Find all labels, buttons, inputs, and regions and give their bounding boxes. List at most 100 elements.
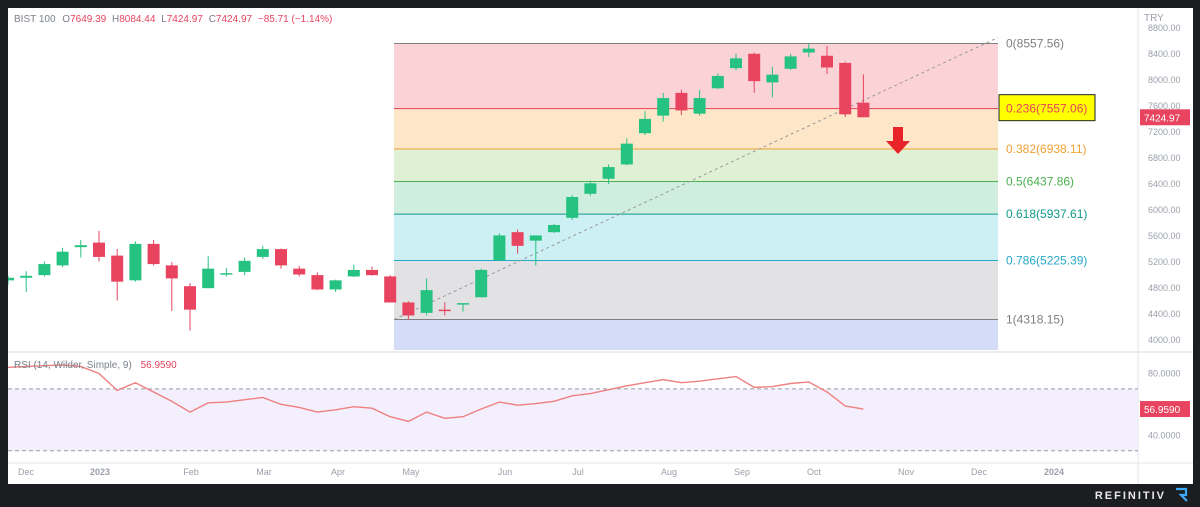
- last-price-badge: [1140, 109, 1190, 126]
- candle-body[interactable]: [584, 183, 597, 194]
- candle-body[interactable]: [184, 286, 196, 310]
- candle-body[interactable]: [839, 62, 852, 115]
- last-price-label: 7424.97: [1144, 113, 1181, 124]
- time-tick-label: 2023: [90, 467, 110, 477]
- change-value: −85.71 (−1.14%): [257, 14, 333, 25]
- candle-body[interactable]: [857, 102, 870, 118]
- rsi-value: 56.9590: [140, 360, 177, 371]
- price-tick-label: 4800.00: [1148, 283, 1181, 293]
- candle-body[interactable]: [347, 269, 360, 277]
- candle-body[interactable]: [802, 48, 815, 53]
- candle-body[interactable]: [111, 255, 124, 282]
- candle-body[interactable]: [821, 55, 833, 68]
- candle-body[interactable]: [293, 268, 306, 275]
- candle-body[interactable]: [8, 277, 14, 281]
- low-value: 7424.97: [166, 14, 203, 25]
- candle-body[interactable]: [311, 275, 324, 290]
- price-tick-label: 8000.00: [1148, 75, 1181, 85]
- footer-bar: REFINITIV: [0, 484, 1200, 507]
- fib-label-0.618: 0.618(5937.61): [1006, 207, 1087, 221]
- price-tick-label: 8400.00: [1148, 49, 1181, 59]
- candle-body[interactable]: [493, 235, 506, 261]
- candle-body[interactable]: [165, 265, 178, 279]
- time-tick-label: Jul: [572, 467, 584, 477]
- close-value: 7424.97: [215, 14, 253, 25]
- currency-label: TRY: [1144, 13, 1164, 24]
- time-tick-label: Apr: [331, 467, 345, 477]
- candle-body[interactable]: [730, 58, 742, 69]
- rsi-value-badge: [1140, 401, 1190, 418]
- fib-band-0.382: [394, 148, 998, 182]
- candle-body[interactable]: [129, 243, 142, 281]
- candle-body[interactable]: [402, 302, 415, 316]
- candle-body[interactable]: [529, 235, 542, 241]
- candle-body[interactable]: [38, 264, 51, 276]
- candle-body[interactable]: [20, 275, 33, 278]
- candle-body[interactable]: [602, 167, 615, 179]
- price-tick-label: 5200.00: [1148, 257, 1181, 267]
- candle-body[interactable]: [620, 143, 633, 165]
- symbol-label: BIST 100: [14, 14, 56, 25]
- candle-body[interactable]: [147, 243, 160, 265]
- candle-body[interactable]: [256, 249, 269, 257]
- time-tick-label: Jun: [498, 467, 513, 477]
- rsi-tick-label: 80.0000: [1148, 368, 1181, 378]
- close-label: C: [208, 14, 216, 25]
- candle-body[interactable]: [457, 303, 469, 305]
- candle-body[interactable]: [511, 232, 524, 246]
- candle-body[interactable]: [438, 309, 451, 312]
- fib-band-0.786: [394, 260, 998, 320]
- chart-canvas[interactable]: 0(8557.56) 0.236(7557.06) 0.382(6938.11) 0.…: [8, 8, 1193, 484]
- candle-body[interactable]: [693, 98, 706, 114]
- price-tick-label: 7600.00: [1148, 101, 1181, 111]
- time-tick-label: May: [402, 467, 420, 477]
- time-tick-label: Aug: [661, 467, 677, 477]
- candle-body[interactable]: [384, 276, 397, 303]
- price-tick-label: 6400.00: [1148, 179, 1181, 189]
- candle-body[interactable]: [475, 269, 488, 298]
- candle-body[interactable]: [238, 260, 251, 272]
- candle-body[interactable]: [748, 53, 761, 82]
- candle-body[interactable]: [202, 268, 215, 289]
- fib-highlight-box: [998, 94, 1096, 122]
- candle-body[interactable]: [639, 118, 651, 134]
- time-tick-label: 2024: [1044, 467, 1064, 477]
- rsi-title: RSI (14, Wilder, Simple, 9): [14, 360, 132, 371]
- fib-band-0.618: [394, 214, 998, 261]
- time-tick-label: Feb: [183, 467, 199, 477]
- candle-body[interactable]: [766, 74, 779, 83]
- price-tick-label: 4000.00: [1148, 335, 1181, 345]
- candle-body[interactable]: [329, 280, 342, 290]
- candle-body[interactable]: [74, 245, 87, 248]
- candle-body[interactable]: [711, 75, 724, 89]
- candle-body[interactable]: [675, 92, 688, 111]
- rsi-band: [8, 388, 1138, 451]
- rsi-tick-label: 40.0000: [1148, 430, 1181, 440]
- time-tick-label: Nov: [898, 467, 915, 477]
- candle-body[interactable]: [420, 290, 433, 313]
- candle-body[interactable]: [566, 197, 579, 218]
- rsi-legend: RSI (14, Wilder, Simple, 9) 56.9590: [14, 360, 177, 371]
- fib-band-1: [394, 319, 998, 350]
- candle-body[interactable]: [548, 225, 560, 233]
- fib-label-0.236: 0.236(7557.06): [1006, 102, 1087, 116]
- candle-body[interactable]: [220, 273, 233, 275]
- candle-body[interactable]: [366, 269, 378, 276]
- price-tick-label: 4400.00: [1148, 309, 1181, 319]
- fib-label-1: 1(4318.15): [1006, 313, 1064, 327]
- candle-body[interactable]: [657, 98, 670, 116]
- candle-body[interactable]: [93, 242, 105, 257]
- price-tick-label: 6000.00: [1148, 205, 1181, 215]
- price-tick-label: 7200.00: [1148, 127, 1181, 137]
- high-label: H: [112, 14, 120, 25]
- rsi-badge-label: 56.9590: [1144, 405, 1181, 416]
- rsi-line: [8, 364, 864, 423]
- time-tick-label: Dec: [971, 467, 988, 477]
- candle-body[interactable]: [784, 56, 797, 69]
- candle-body[interactable]: [275, 249, 287, 266]
- chart-panel[interactable]: 0(8557.56) 0.236(7557.06) 0.382(6938.11) 0.…: [8, 8, 1193, 484]
- fib-label-0: 0(8557.56): [1006, 37, 1064, 51]
- price-tick-label: 8800.00: [1148, 23, 1181, 33]
- price-tick-label: 6800.00: [1148, 153, 1181, 163]
- candle-body[interactable]: [56, 251, 69, 266]
